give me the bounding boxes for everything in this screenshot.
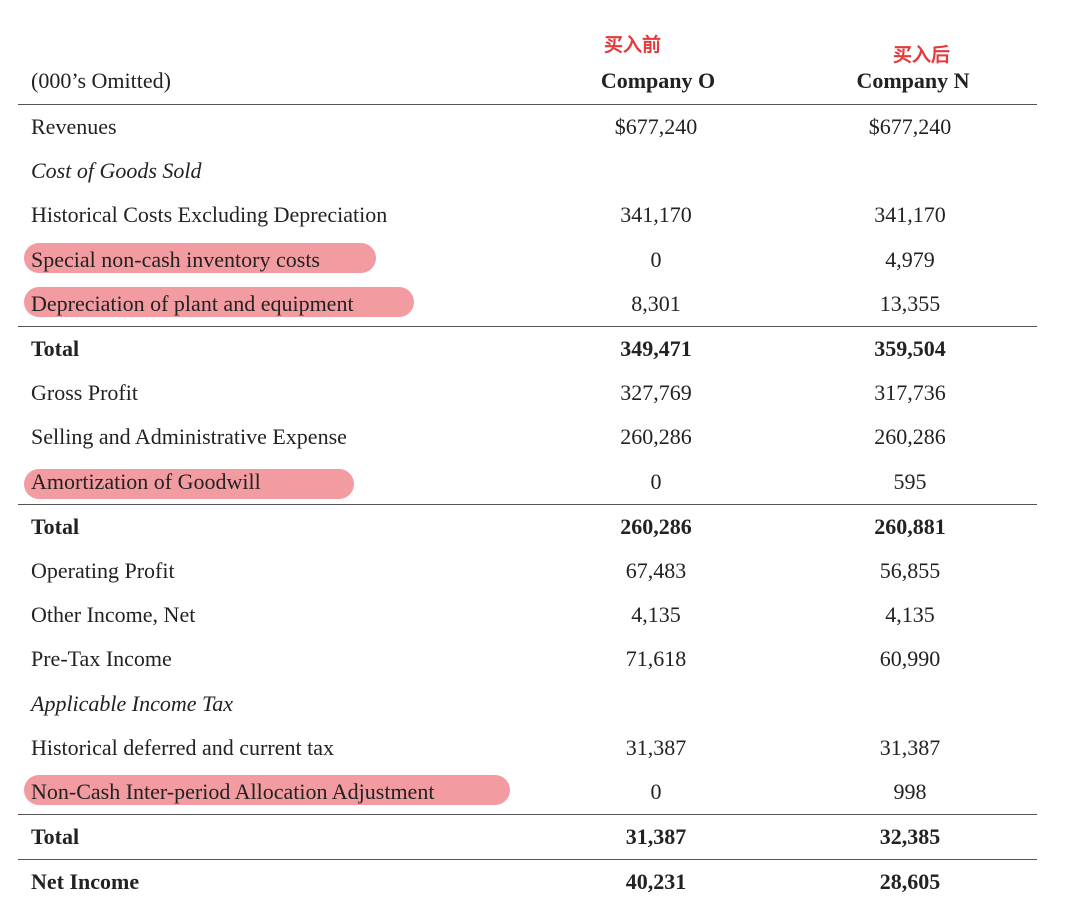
row-label: Gross Profit (31, 380, 138, 406)
value-company-n: 4,979 (885, 246, 935, 272)
value-company-o: 71,618 (625, 646, 687, 672)
value-company-n: 4,135 (885, 602, 935, 628)
value-company-o: 31,387 (625, 734, 687, 760)
value-company-n: 359,504 (874, 336, 946, 362)
row-label: Special non-cash inventory costs (31, 246, 320, 272)
table-row-total: Total 260,286 260,881 (18, 503, 1037, 549)
row-label: Historical deferred and current tax (31, 734, 334, 760)
row-label: Selling and Administrative Expense (31, 424, 347, 450)
value-company-n: 13,355 (879, 290, 941, 316)
value-company-n: 595 (893, 468, 927, 494)
row-label: Total (31, 336, 80, 362)
highlight-mark (24, 468, 354, 499)
highlight-mark (24, 242, 376, 273)
value-company-o: 260,286 (620, 513, 692, 539)
value-company-n: 56,855 (879, 557, 941, 583)
value-company-n: 260,881 (874, 513, 946, 539)
value-company-n: 31,387 (879, 734, 941, 760)
table-row: Applicable Income Tax (18, 681, 1037, 725)
table-row: Pre-Tax Income 71,618 60,990 (18, 637, 1037, 681)
highlight-mark (24, 774, 510, 805)
table-row-highlighted: Special non-cash inventory costs 0 4,979 (18, 238, 1037, 282)
value-company-n: 28,605 (879, 869, 941, 895)
section-label: Applicable Income Tax (31, 690, 234, 716)
value-company-o: 0 (650, 468, 662, 494)
value-company-n: $677,240 (868, 114, 952, 140)
row-label: Other Income, Net (31, 602, 196, 628)
value-company-o: 31,387 (625, 824, 687, 850)
table-row: Revenues $677,240 $677,240 (18, 105, 1037, 149)
table-row-highlighted: Amortization of Goodwill 0 595 (18, 460, 1037, 504)
value-company-o: 349,471 (620, 336, 692, 362)
row-label: Total (31, 513, 80, 539)
value-company-n: 341,170 (874, 202, 946, 228)
value-company-n: 260,286 (874, 424, 946, 450)
value-company-n: 60,990 (879, 646, 941, 672)
table-row: Historical deferred and current tax 31,3… (18, 726, 1037, 770)
table-row-highlighted: Non-Cash Inter-period Allocation Adjustm… (18, 770, 1037, 814)
table-row-highlighted: Depreciation of plant and equipment 8,30… (18, 282, 1037, 326)
table-row-total: Total 349,471 359,504 (18, 325, 1037, 371)
annotation-after-purchase: 买入后 (893, 44, 951, 66)
value-company-o: 327,769 (620, 380, 692, 406)
row-label-wrap: Special non-cash inventory costs (18, 242, 578, 273)
table-row: Cost of Goods Sold (18, 149, 1037, 193)
column-header-company-o: Company O (600, 68, 716, 93)
row-label: Net Income (31, 869, 140, 895)
unit-label: (000’s Omitted) (31, 68, 171, 93)
value-company-o: 40,231 (625, 869, 687, 895)
table-row: Gross Profit 327,769 317,736 (18, 371, 1037, 415)
value-company-n: 32,385 (879, 824, 941, 850)
value-company-o: 8,301 (631, 290, 681, 316)
row-label: Total (31, 824, 80, 850)
column-header-company-n: Company N (856, 68, 970, 93)
value-company-n: 998 (893, 778, 927, 804)
table-row: Historical Costs Excluding Depreciation … (18, 193, 1037, 237)
table-row-total: Total 31,387 32,385 (18, 814, 1037, 859)
income-statement-table: (000’s Omitted) Company O Company N Reve… (18, 58, 1037, 904)
row-label: Revenues (31, 114, 117, 140)
annotation-before-purchase: 买入前 (604, 34, 662, 56)
table-row: Selling and Administrative Expense 260,2… (18, 415, 1037, 459)
row-label: Amortization of Goodwill (31, 468, 261, 494)
section-label: Cost of Goods Sold (31, 158, 202, 184)
row-label: Operating Profit (31, 557, 175, 583)
row-label: Non-Cash Inter-period Allocation Adjustm… (31, 778, 435, 804)
row-label: Pre-Tax Income (31, 646, 172, 672)
highlight-mark (24, 286, 414, 317)
row-label-wrap: Amortization of Goodwill (18, 468, 578, 499)
table-row: Operating Profit 67,483 56,855 (18, 549, 1037, 593)
table-row: Other Income, Net 4,135 4,135 (18, 593, 1037, 637)
row-label-wrap: Non-Cash Inter-period Allocation Adjustm… (18, 774, 578, 805)
value-company-o: 67,483 (625, 557, 687, 583)
table-header: (000’s Omitted) Company O Company N (18, 58, 1037, 105)
value-company-o: 260,286 (620, 424, 692, 450)
value-company-o: 0 (650, 246, 662, 272)
value-company-o: $677,240 (614, 114, 698, 140)
row-label-wrap: Depreciation of plant and equipment (18, 286, 578, 317)
value-company-o: 4,135 (631, 602, 681, 628)
value-company-n: 317,736 (874, 380, 946, 406)
value-company-o: 341,170 (620, 202, 692, 228)
value-company-o: 0 (650, 778, 662, 804)
row-label: Depreciation of plant and equipment (31, 290, 354, 316)
table-row-net-income: Net Income 40,231 28,605 (18, 859, 1037, 904)
row-label: Historical Costs Excluding Depreciation (31, 202, 388, 228)
